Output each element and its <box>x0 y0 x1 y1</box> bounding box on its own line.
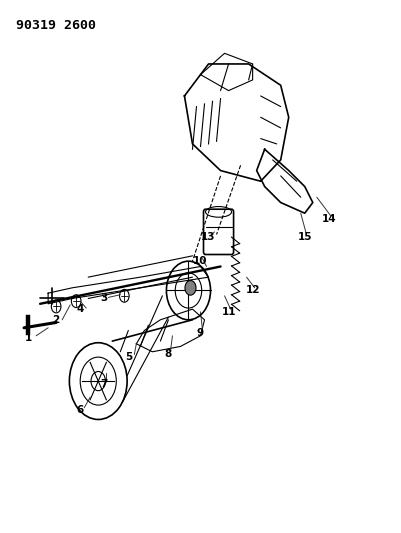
Text: 1: 1 <box>24 334 32 343</box>
Text: 2: 2 <box>53 315 60 325</box>
Text: 90319 2600: 90319 2600 <box>16 19 96 31</box>
Text: 9: 9 <box>197 328 204 338</box>
Text: 6: 6 <box>77 406 84 415</box>
Text: 12: 12 <box>245 286 260 295</box>
Text: 7: 7 <box>101 379 108 389</box>
Text: 5: 5 <box>125 352 132 362</box>
Text: 11: 11 <box>221 307 236 317</box>
Text: 8: 8 <box>165 350 172 359</box>
Text: 14: 14 <box>322 214 336 223</box>
Text: 15: 15 <box>298 232 312 242</box>
Text: 13: 13 <box>201 232 216 242</box>
Circle shape <box>185 280 196 295</box>
Text: 10: 10 <box>193 256 208 266</box>
Text: 3: 3 <box>101 294 108 303</box>
Text: 4: 4 <box>77 304 84 314</box>
